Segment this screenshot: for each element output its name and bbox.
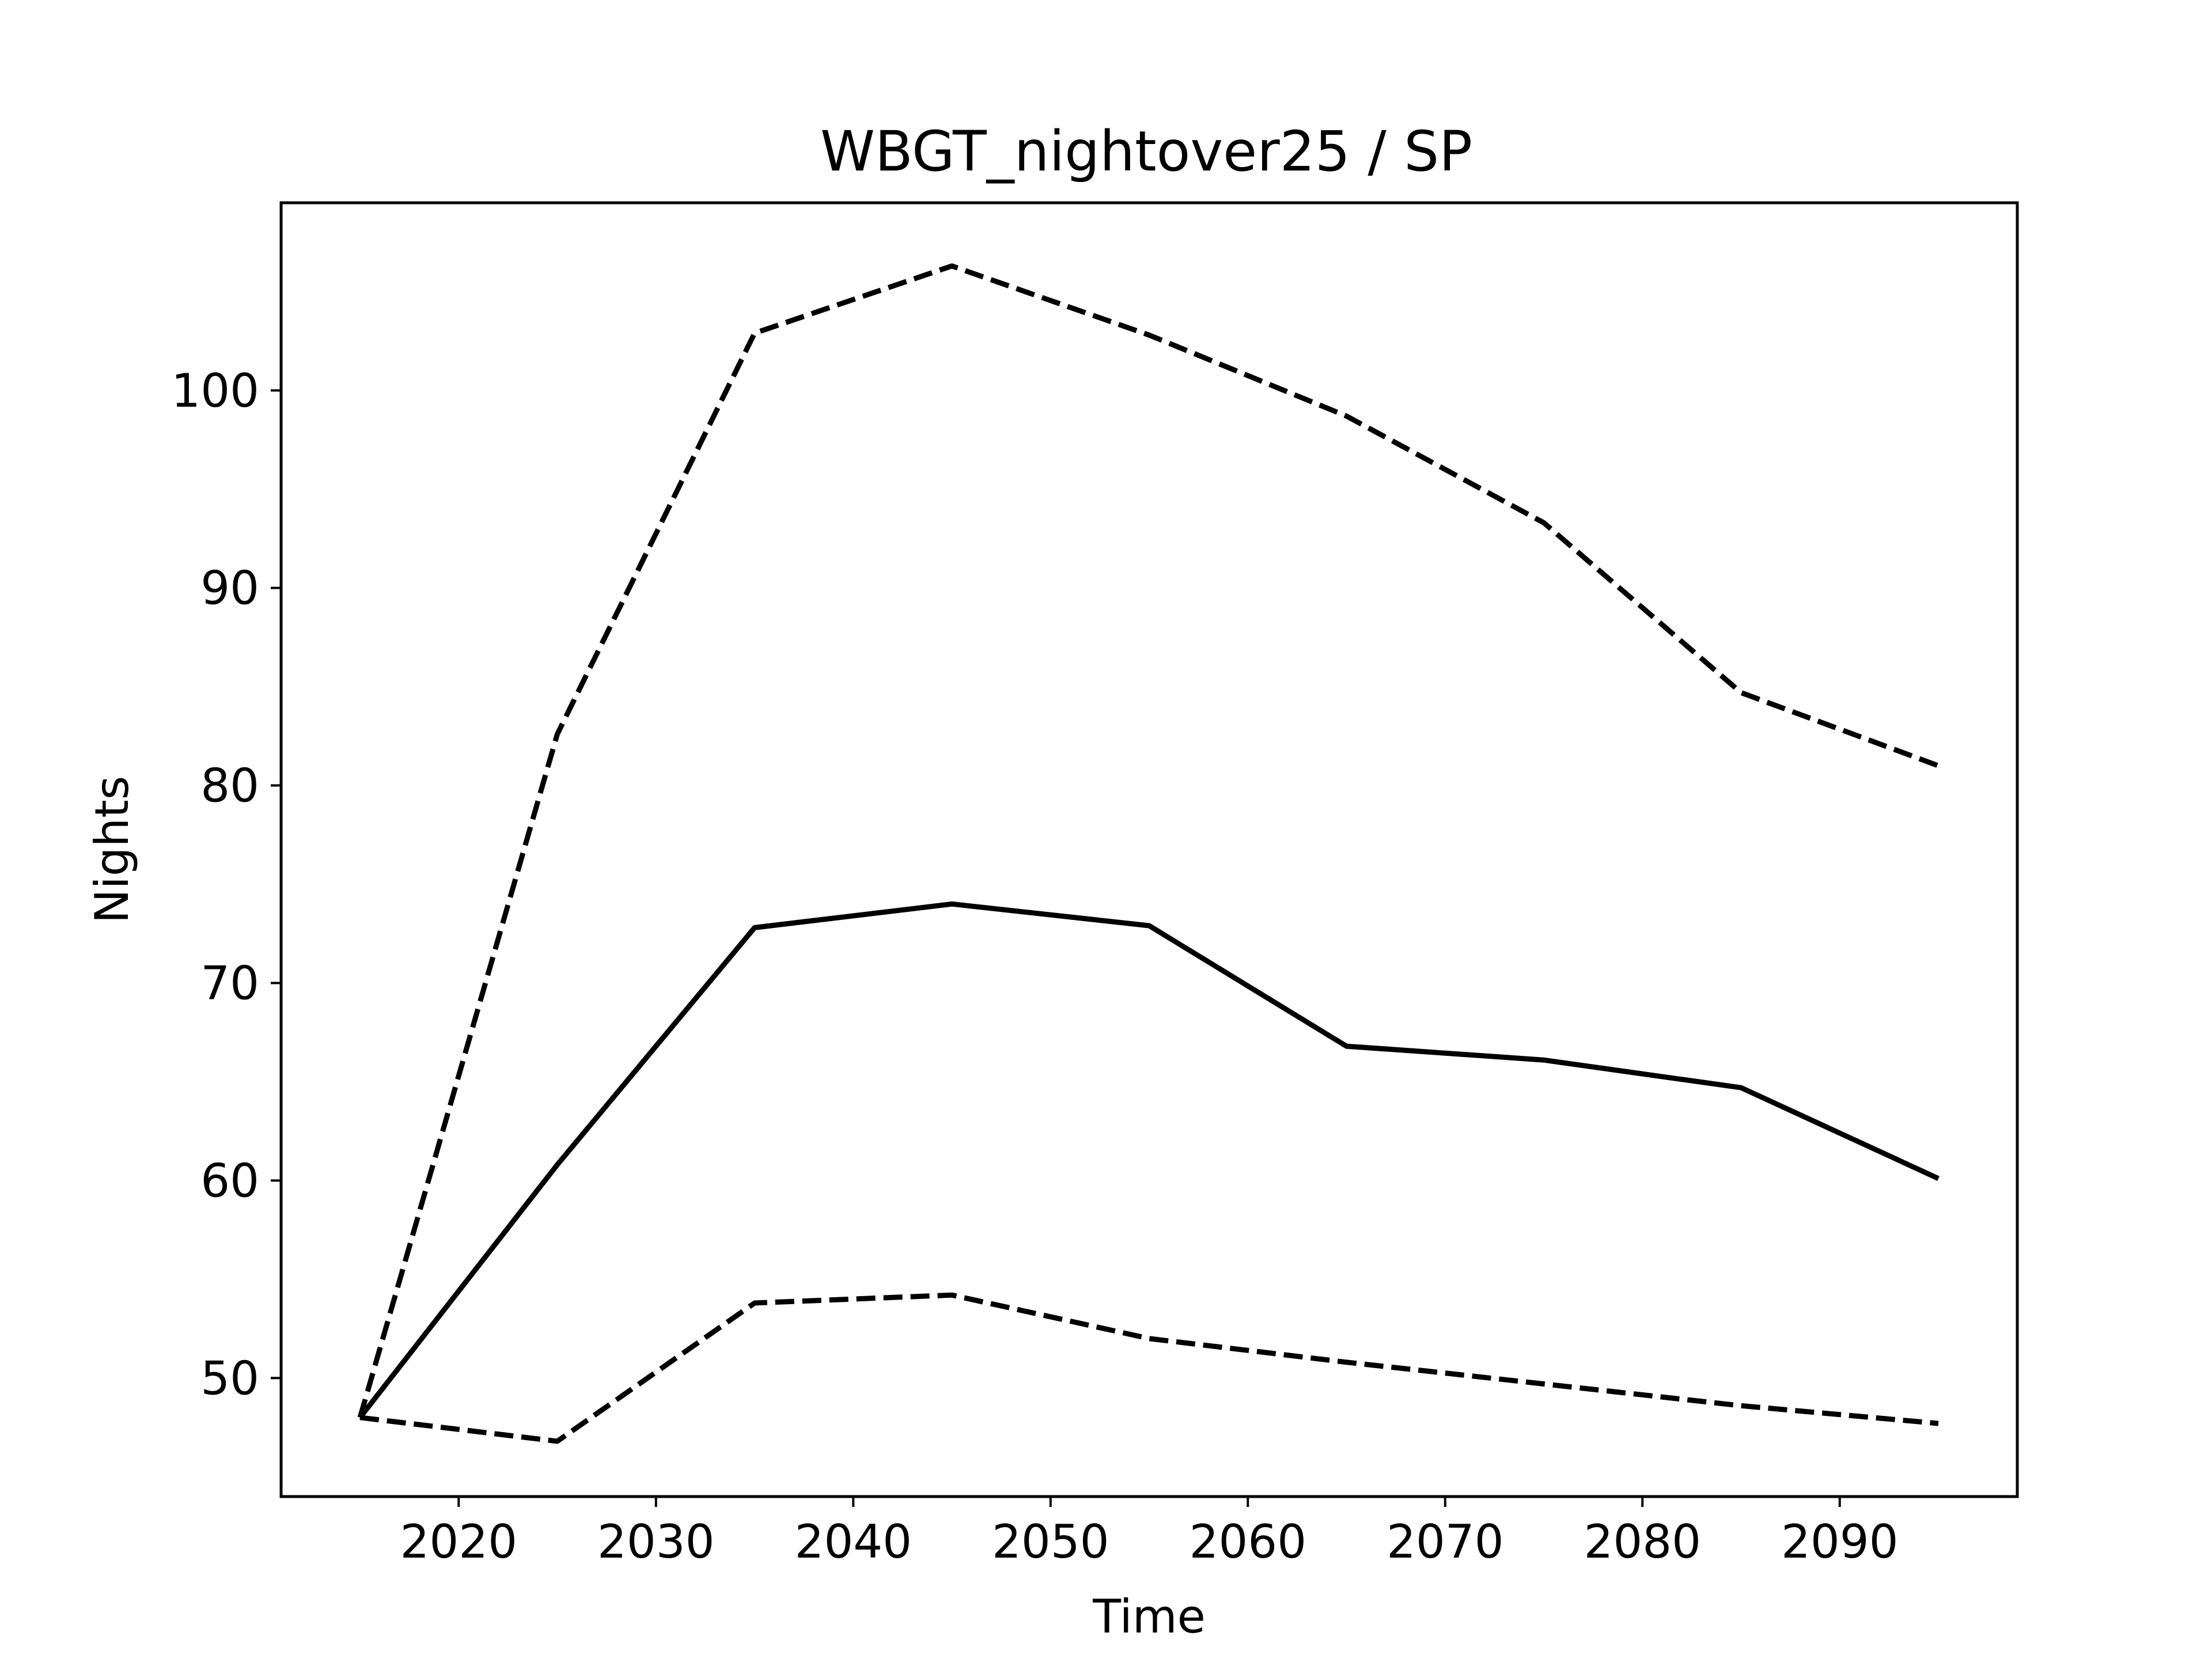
series-line-2 bbox=[357, 263, 1940, 1419]
x-tick-label: 2080 bbox=[1584, 1515, 1701, 1569]
y-tick-label: 80 bbox=[200, 759, 259, 813]
y-tick-label: 100 bbox=[171, 364, 259, 418]
x-tick-label: 2050 bbox=[992, 1515, 1109, 1569]
x-tick-label: 2040 bbox=[794, 1515, 912, 1569]
series-line-1 bbox=[358, 901, 1940, 1419]
x-axis-label: Time bbox=[1092, 1590, 1206, 1643]
x-tick-label: 2030 bbox=[597, 1515, 715, 1569]
chart-title: WBGT_nightover25 / SP bbox=[820, 119, 1472, 184]
y-axis-ticks: 50 60 70 80 90 100 bbox=[171, 364, 281, 1405]
series-line-3 bbox=[359, 1292, 1939, 1444]
series-layer bbox=[357, 263, 1940, 1444]
x-axis-ticks: 2020 2030 2040 2050 2060 2070 2080 2090 bbox=[400, 1497, 1899, 1569]
x-tick-label: 2020 bbox=[400, 1515, 517, 1569]
plot-area-frame bbox=[279, 201, 2019, 1498]
x-tick-label: 2090 bbox=[1781, 1515, 1899, 1569]
x-tick-label: 2070 bbox=[1387, 1515, 1504, 1569]
y-axis-label: Nights bbox=[85, 776, 139, 924]
y-tick-label: 70 bbox=[200, 956, 259, 1010]
x-tick-label: 2060 bbox=[1189, 1515, 1306, 1569]
y-tick-label: 60 bbox=[200, 1154, 259, 1207]
y-tick-label: 90 bbox=[200, 562, 259, 615]
y-tick-label: 50 bbox=[200, 1351, 259, 1405]
